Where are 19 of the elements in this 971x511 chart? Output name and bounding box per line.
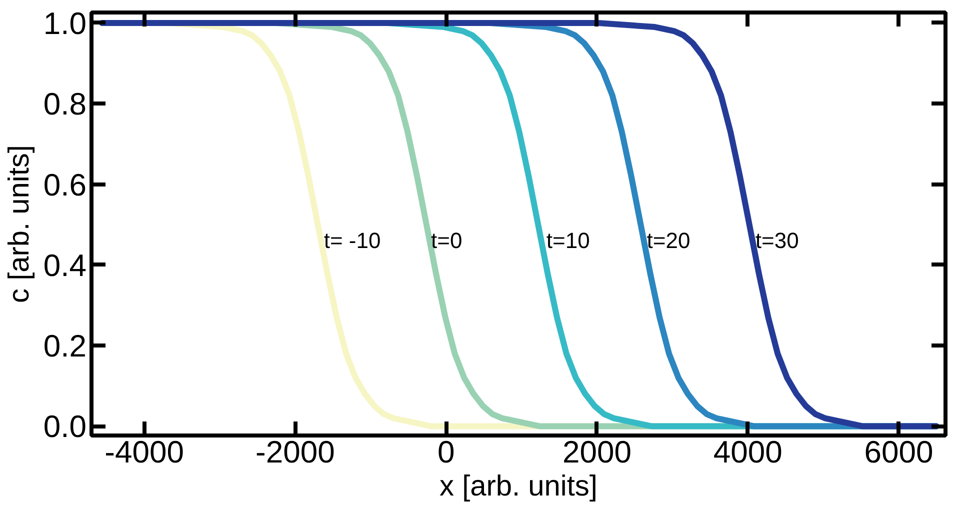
x-tick-label: -2000 [256, 434, 335, 470]
x-tick-label: -4000 [104, 434, 184, 470]
annotation: t= -10 [324, 228, 381, 254]
y-tick-label: 0.0 [43, 409, 87, 444]
y-tick-label: 0.4 [43, 248, 87, 283]
annotation: t=20 [646, 228, 690, 254]
y-axis-title: c [arb. units] [3, 145, 36, 303]
annotation: t=10 [546, 228, 590, 254]
y-tick-label: 1.0 [43, 6, 87, 41]
x-tick-label: 0 [437, 434, 455, 470]
x-tick-label: 4000 [713, 434, 782, 470]
x-axis-title: x [arb. units] [440, 470, 598, 502]
y-tick-label: 0.8 [43, 86, 87, 122]
y-tick-label: 0.6 [43, 167, 87, 202]
x-tick-label: 2000 [562, 434, 632, 470]
annotation: t=30 [755, 228, 799, 254]
x-tick-label: 6000 [864, 434, 934, 470]
y-tick-label: 0.2 [43, 328, 87, 364]
annotation: t=0 [430, 228, 462, 254]
